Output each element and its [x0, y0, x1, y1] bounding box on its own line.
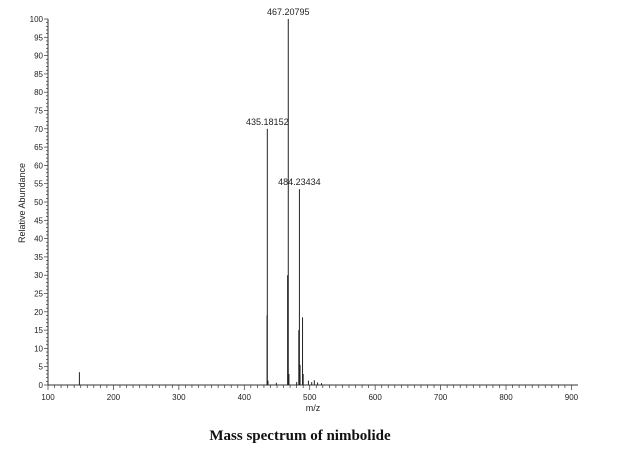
- x-tick-label: 800: [499, 393, 513, 402]
- figure-caption: Mass spectrum of nimbolide: [209, 428, 391, 444]
- y-tick-label: 5: [39, 363, 44, 372]
- x-tick-label: 400: [238, 393, 252, 402]
- x-axis-label: m/z: [306, 403, 321, 413]
- y-tick-label: 20: [34, 308, 43, 317]
- y-tick-label: 35: [34, 253, 43, 262]
- y-tick-label: 10: [34, 344, 43, 353]
- y-tick-label: 75: [34, 107, 43, 116]
- peak-labels: 435.18152 467.20795 484.23434: [246, 7, 321, 187]
- y-tick-label: 25: [34, 290, 43, 299]
- y-tick-label: 15: [34, 326, 43, 335]
- y-tick-label: 90: [34, 52, 43, 61]
- y-tick-label: 60: [34, 161, 43, 170]
- y-tick-label: 85: [34, 70, 43, 79]
- peak-label: 435.18152: [246, 117, 289, 127]
- peak-label: 484.23434: [278, 177, 321, 187]
- x-tick-label: 600: [368, 393, 382, 402]
- y-tick-label: 95: [34, 33, 43, 42]
- x-tick-label: 900: [565, 393, 579, 402]
- x-tick-label: 100: [41, 393, 55, 402]
- y-tick-label: 40: [34, 235, 43, 244]
- y-tick-label: 50: [34, 198, 43, 207]
- y-tick-label: 45: [34, 216, 43, 225]
- peak-label: 467.20795: [267, 7, 310, 17]
- y-tick-label: 30: [34, 271, 43, 280]
- y-tick-label: 100: [30, 15, 44, 24]
- y-tick-label: 65: [34, 143, 43, 152]
- axes: 0 5 10 15 20 25 30 35 40 45 50 55 60 65 70 75 80 85 90 95 10…: [30, 15, 579, 402]
- x-tick-label: 700: [434, 393, 448, 402]
- y-tick-label: 70: [34, 125, 43, 134]
- y-tick-label: 80: [34, 88, 43, 97]
- x-tick-label: 200: [107, 393, 121, 402]
- y-tick-label: 55: [34, 180, 43, 189]
- y-axis-label: Relative Abundance: [17, 163, 27, 243]
- y-tick-label: 0: [39, 381, 44, 390]
- x-tick-label: 300: [172, 393, 186, 402]
- peaks: [78, 19, 323, 385]
- x-tick-label: 500: [303, 393, 317, 402]
